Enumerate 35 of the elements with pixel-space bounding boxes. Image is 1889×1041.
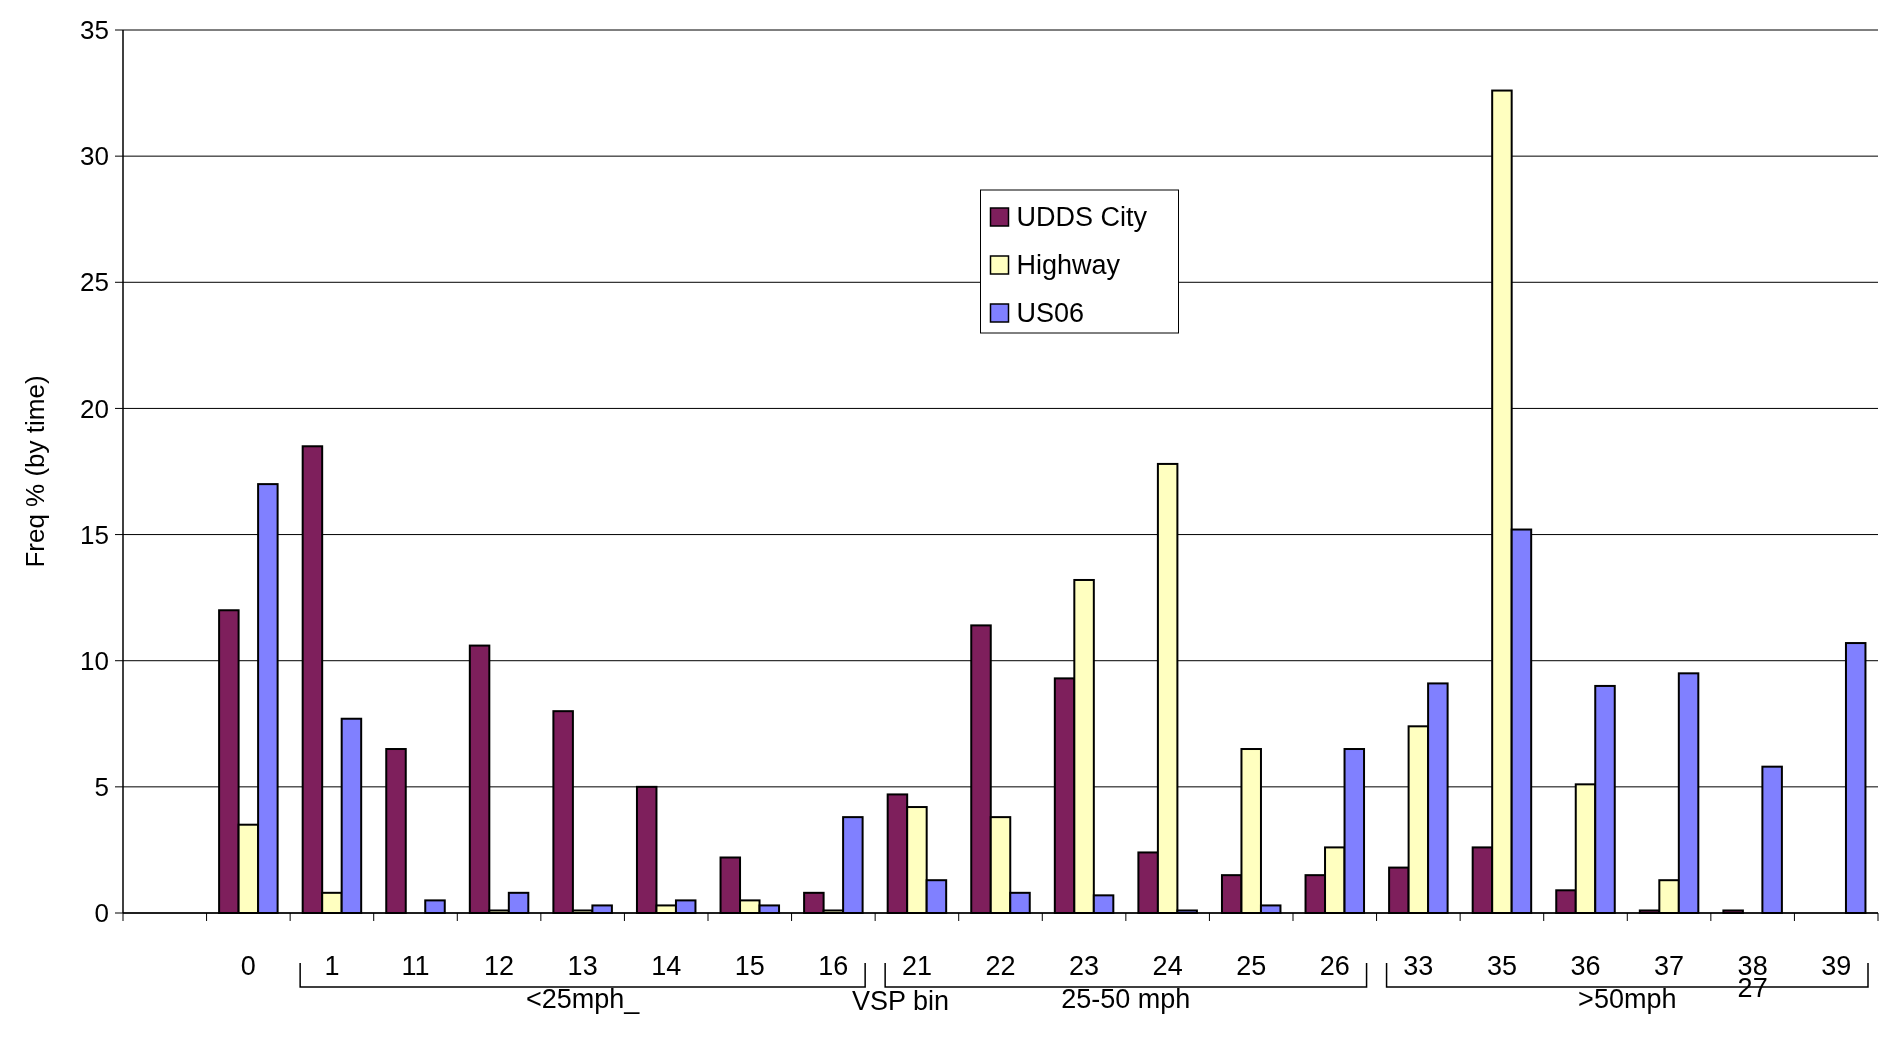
y-tick-label: 10	[80, 645, 109, 676]
x-tick-label: 14	[651, 951, 682, 981]
y-axis-title: Freq % (by time)	[20, 375, 50, 568]
x-tick-label: 11	[401, 951, 430, 981]
x-tick-label: 13	[567, 951, 598, 981]
text: >50mph	[1578, 984, 1677, 1014]
y-tick-label: 35	[80, 15, 109, 46]
y-tick-label: 25	[80, 267, 109, 298]
x-tick-label: 24	[1152, 951, 1183, 981]
x-tick-label: 1	[324, 951, 340, 981]
x-tick-label: 26	[1319, 951, 1350, 981]
x-tick-label: 16	[818, 951, 849, 981]
x-tick-label: 23	[1069, 951, 1100, 981]
x-tick-label: 22	[985, 951, 1016, 981]
legend-label: UDDS City	[1016, 202, 1148, 233]
y-tick-label: 20	[80, 393, 109, 424]
x-tick-label: 39	[1821, 951, 1852, 981]
legend-label: US06	[1016, 298, 1085, 329]
x-tick-label: 0	[240, 951, 256, 981]
text: <25mph_	[525, 984, 641, 1014]
text: 25-50 mph	[1061, 984, 1191, 1014]
x-tick-label: 35	[1486, 951, 1517, 981]
legend-label: Highway	[1016, 250, 1121, 281]
x-tick-label: 12	[484, 951, 515, 981]
x-tick-label: 25	[1236, 951, 1267, 981]
y-tick-label: 15	[80, 519, 109, 550]
y-tick-label: 0	[94, 898, 109, 929]
x-tick-label: 36	[1570, 951, 1601, 981]
x-tick-label: 33	[1403, 951, 1434, 981]
x-tick-label: 37	[1654, 951, 1685, 981]
text: VSP bin	[851, 986, 950, 1016]
y-tick-label: 5	[94, 771, 109, 802]
x-tick-label: 15	[734, 951, 765, 981]
x-tick-label: 21	[901, 951, 932, 981]
y-tick-label: 30	[80, 141, 109, 172]
